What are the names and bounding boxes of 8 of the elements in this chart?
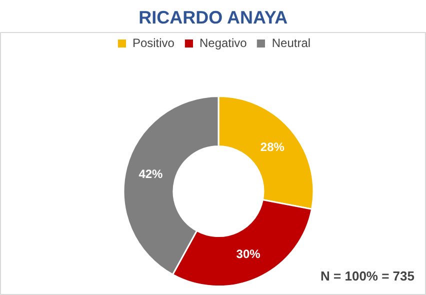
legend-label: Negativo <box>199 36 247 50</box>
data-label: 42% <box>138 167 164 182</box>
legend-label: Neutral <box>272 36 311 50</box>
data-label: 28% <box>260 140 285 154</box>
chart-title: RICARDO ANAYA <box>138 8 288 28</box>
legend-label: Positivo <box>132 36 174 50</box>
data-label: 30% <box>236 247 261 262</box>
text: N = 100% = 735 <box>320 268 415 284</box>
